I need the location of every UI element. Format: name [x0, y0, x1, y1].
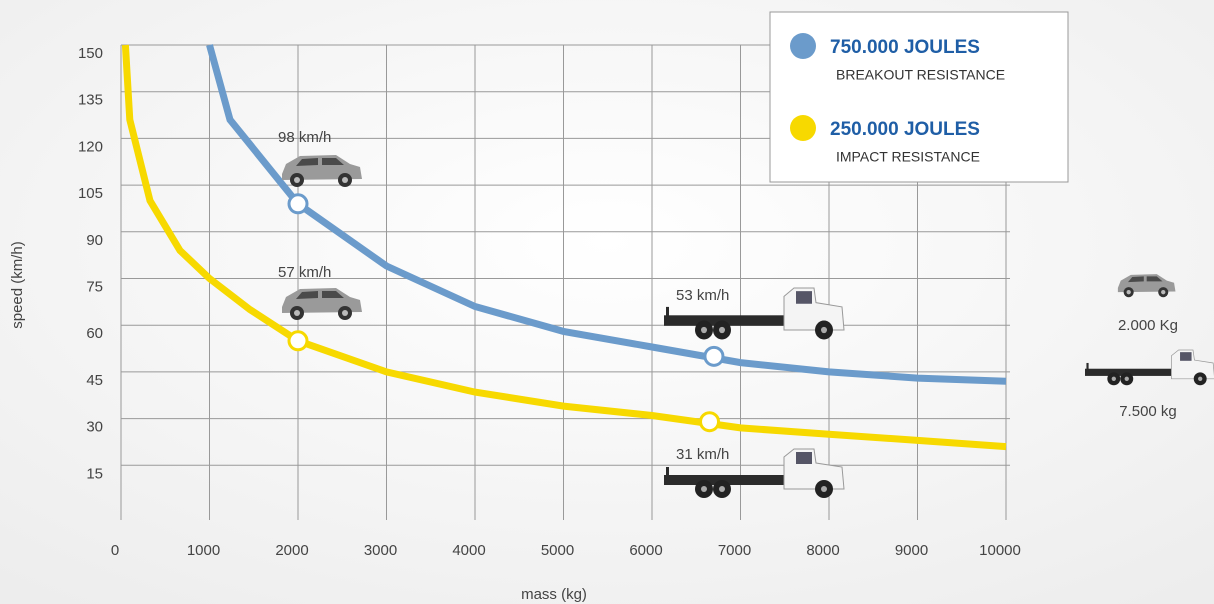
- legend-description: IMPACT RESISTANCE: [836, 149, 980, 165]
- annotation: 31 km/h: [676, 446, 729, 463]
- legend-label: 250.000 JOULES: [830, 119, 980, 140]
- point-marker: [705, 347, 723, 365]
- x-tick-label: 7000: [718, 542, 751, 559]
- y-axis-title: speed (km/h): [9, 241, 26, 329]
- x-tick-label: 3000: [364, 542, 397, 559]
- x-axis-title: mass (kg): [521, 586, 587, 603]
- x-tick-label: 6000: [629, 542, 662, 559]
- x-tick-label: 1000: [187, 542, 220, 559]
- legend-swatch: [790, 33, 816, 59]
- x-tick-label: 9000: [895, 542, 928, 559]
- y-tick-label: 15: [86, 465, 103, 482]
- chart: 15 30 45 60 75 90 105 120 135 150 0 1000 2000 3000 400…: [0, 0, 1214, 604]
- y-tick-label: 135: [78, 92, 103, 109]
- y-tick-label: 60: [86, 325, 103, 342]
- x-tick-label: 10000: [979, 542, 1021, 559]
- legend-label: 750.000 JOULES: [830, 37, 980, 58]
- x-tick-label: 0: [111, 542, 119, 559]
- y-tick-label: 45: [86, 372, 103, 389]
- x-tick-label: 5000: [541, 542, 574, 559]
- annotation: 53 km/h: [676, 287, 729, 304]
- vehicle-weight: 7.500 kg: [1119, 403, 1177, 420]
- y-tick-label: 120: [78, 138, 103, 155]
- point-marker: [289, 332, 307, 350]
- legend-swatch: [790, 115, 816, 141]
- y-tick-label: 75: [86, 278, 103, 295]
- legend-description: BREAKOUT RESISTANCE: [836, 67, 1005, 83]
- y-tick-label: 150: [78, 45, 103, 62]
- x-tick-label: 8000: [806, 542, 839, 559]
- y-tick-label: 30: [86, 419, 103, 436]
- y-tick-label: 105: [78, 185, 103, 202]
- vehicle-weight: 2.000 Kg: [1118, 317, 1178, 334]
- x-tick-label: 4000: [452, 542, 485, 559]
- annotation: 98 km/h: [278, 129, 331, 146]
- point-marker: [289, 195, 307, 213]
- y-tick-label: 90: [86, 232, 103, 249]
- x-tick-label: 2000: [275, 542, 308, 559]
- point-marker: [701, 413, 719, 431]
- annotation: 57 km/h: [278, 264, 331, 281]
